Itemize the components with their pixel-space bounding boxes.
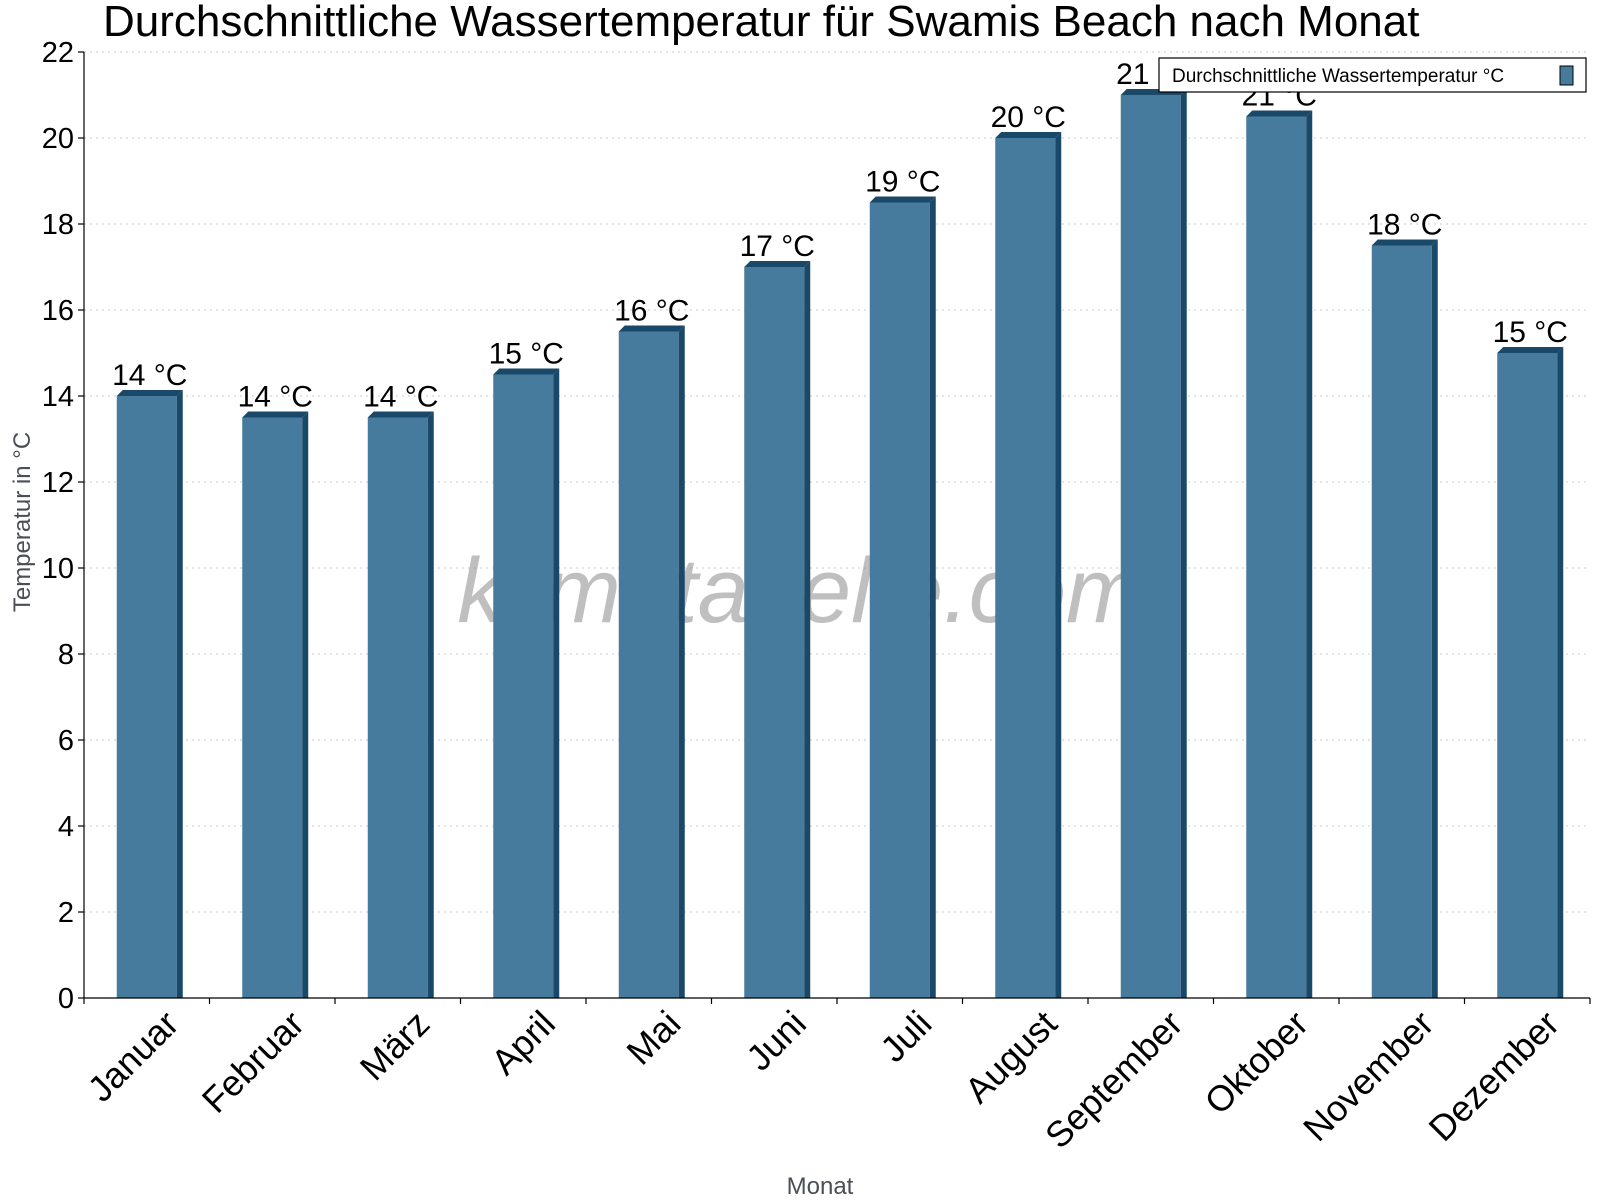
chart-title: Durchschnittliche Wassertemperatur für S… [103, 0, 1419, 46]
bar [493, 368, 560, 998]
x-tick-label: November [1295, 1003, 1441, 1149]
bar-side [1557, 347, 1564, 998]
y-axis-title: Temperatur in °C [9, 432, 36, 612]
legend-label: Durchschnittliche Wassertemperatur °C [1172, 66, 1504, 87]
bar-top [116, 390, 183, 396]
bar-face [869, 202, 930, 998]
x-tick-label: Juli [872, 1003, 939, 1070]
y-tick-label: 20 [42, 123, 74, 155]
bar-face [1371, 245, 1432, 998]
bar-face [995, 138, 1056, 998]
bar-face [367, 417, 428, 998]
data-label: 15 °C [1493, 316, 1568, 349]
bar-face [1497, 353, 1558, 998]
bar [618, 325, 685, 998]
y-tick-label: 4 [58, 811, 74, 843]
bar-top [242, 411, 309, 418]
legend-swatch [1559, 65, 1574, 86]
bar [995, 132, 1062, 998]
x-axis-title: Monat [787, 1173, 854, 1200]
axes [78, 51, 1591, 1004]
y-tick-label: 18 [42, 209, 74, 241]
bar-top [618, 325, 685, 332]
bar-top [869, 196, 936, 203]
bar-side [553, 368, 560, 998]
grid-lines [84, 51, 1590, 913]
bar-top [1371, 239, 1438, 246]
x-tick-label: Oktober [1196, 1003, 1316, 1123]
y-tick-label: 14 [42, 381, 74, 413]
y-tick-label: 8 [58, 639, 74, 671]
x-tick-label: März [352, 1003, 438, 1089]
legend: Durchschnittliche Wassertemperatur °C [1158, 57, 1587, 93]
data-label: 19 °C [865, 166, 940, 199]
bars [116, 89, 1564, 998]
bar-face [242, 417, 303, 998]
data-label: 17 °C [740, 230, 815, 263]
bar-side [1055, 132, 1062, 998]
x-tick-label: Dezember [1420, 1003, 1566, 1149]
bar-face [1120, 95, 1181, 998]
bar-top [1246, 110, 1313, 117]
bar-top [367, 411, 434, 418]
y-tick-label: 0 [58, 983, 74, 1015]
data-label: 14 °C [112, 359, 187, 392]
data-label: 18 °C [1367, 209, 1442, 242]
bar [744, 261, 811, 998]
bar-face [493, 374, 554, 998]
data-label: 15 °C [489, 338, 564, 371]
bar-top [744, 261, 811, 267]
x-tick-label: Januar [80, 1003, 187, 1110]
bar-face [116, 396, 177, 998]
y-tick-label: 10 [42, 553, 74, 585]
x-tick-label: Juni [738, 1003, 814, 1079]
bar-face [618, 331, 679, 998]
bar [1497, 347, 1564, 998]
x-tick-labels: Januar Februar März April Mai Juni Juli AugustS… [80, 1003, 1567, 1157]
bar-face [744, 267, 805, 998]
bar-face [1246, 116, 1307, 998]
bar-side [678, 325, 685, 998]
bar-side [1180, 89, 1187, 998]
x-tick-label: Mai [618, 1003, 688, 1073]
bar-side [302, 411, 309, 998]
data-label: 14 °C [238, 381, 313, 414]
x-tick-label: September [1037, 1003, 1191, 1157]
bar [1120, 89, 1187, 998]
x-tick-label: April [483, 1003, 563, 1083]
legend-box [1158, 57, 1587, 93]
y-tick-label: 12 [42, 467, 74, 499]
data-label: 14 °C [363, 381, 438, 414]
bar [367, 411, 434, 998]
y-tick-labels: 0 2 4 6 8 10 12 14 16 18 20 22 [42, 37, 74, 1015]
bar [1246, 110, 1313, 998]
bar [242, 411, 309, 998]
y-tick-label: 2 [58, 897, 74, 929]
x-tick-label: August [957, 1003, 1065, 1111]
data-labels: 14 °C 14 °C 14 °C 15 °C 16 °C 17 °C 19 °C 20 °C… [112, 58, 1568, 414]
bar-top [1497, 347, 1564, 353]
bar-side [176, 390, 183, 998]
bar [116, 390, 183, 998]
x-tick-label: Februar [194, 1003, 312, 1121]
bar-side [804, 261, 811, 998]
y-tick-label: 6 [58, 725, 74, 757]
bar-side [427, 411, 434, 998]
bar-top [493, 368, 560, 375]
y-tick-label: 16 [42, 295, 74, 327]
bar-top [995, 132, 1062, 138]
bar-side [1306, 110, 1313, 998]
bar [869, 196, 936, 998]
data-label: 20 °C [991, 101, 1066, 134]
bar-side [1431, 239, 1438, 998]
data-label: 16 °C [614, 295, 689, 328]
bar-side [929, 196, 936, 998]
y-tick-label: 22 [42, 37, 74, 69]
bar [1371, 239, 1438, 998]
